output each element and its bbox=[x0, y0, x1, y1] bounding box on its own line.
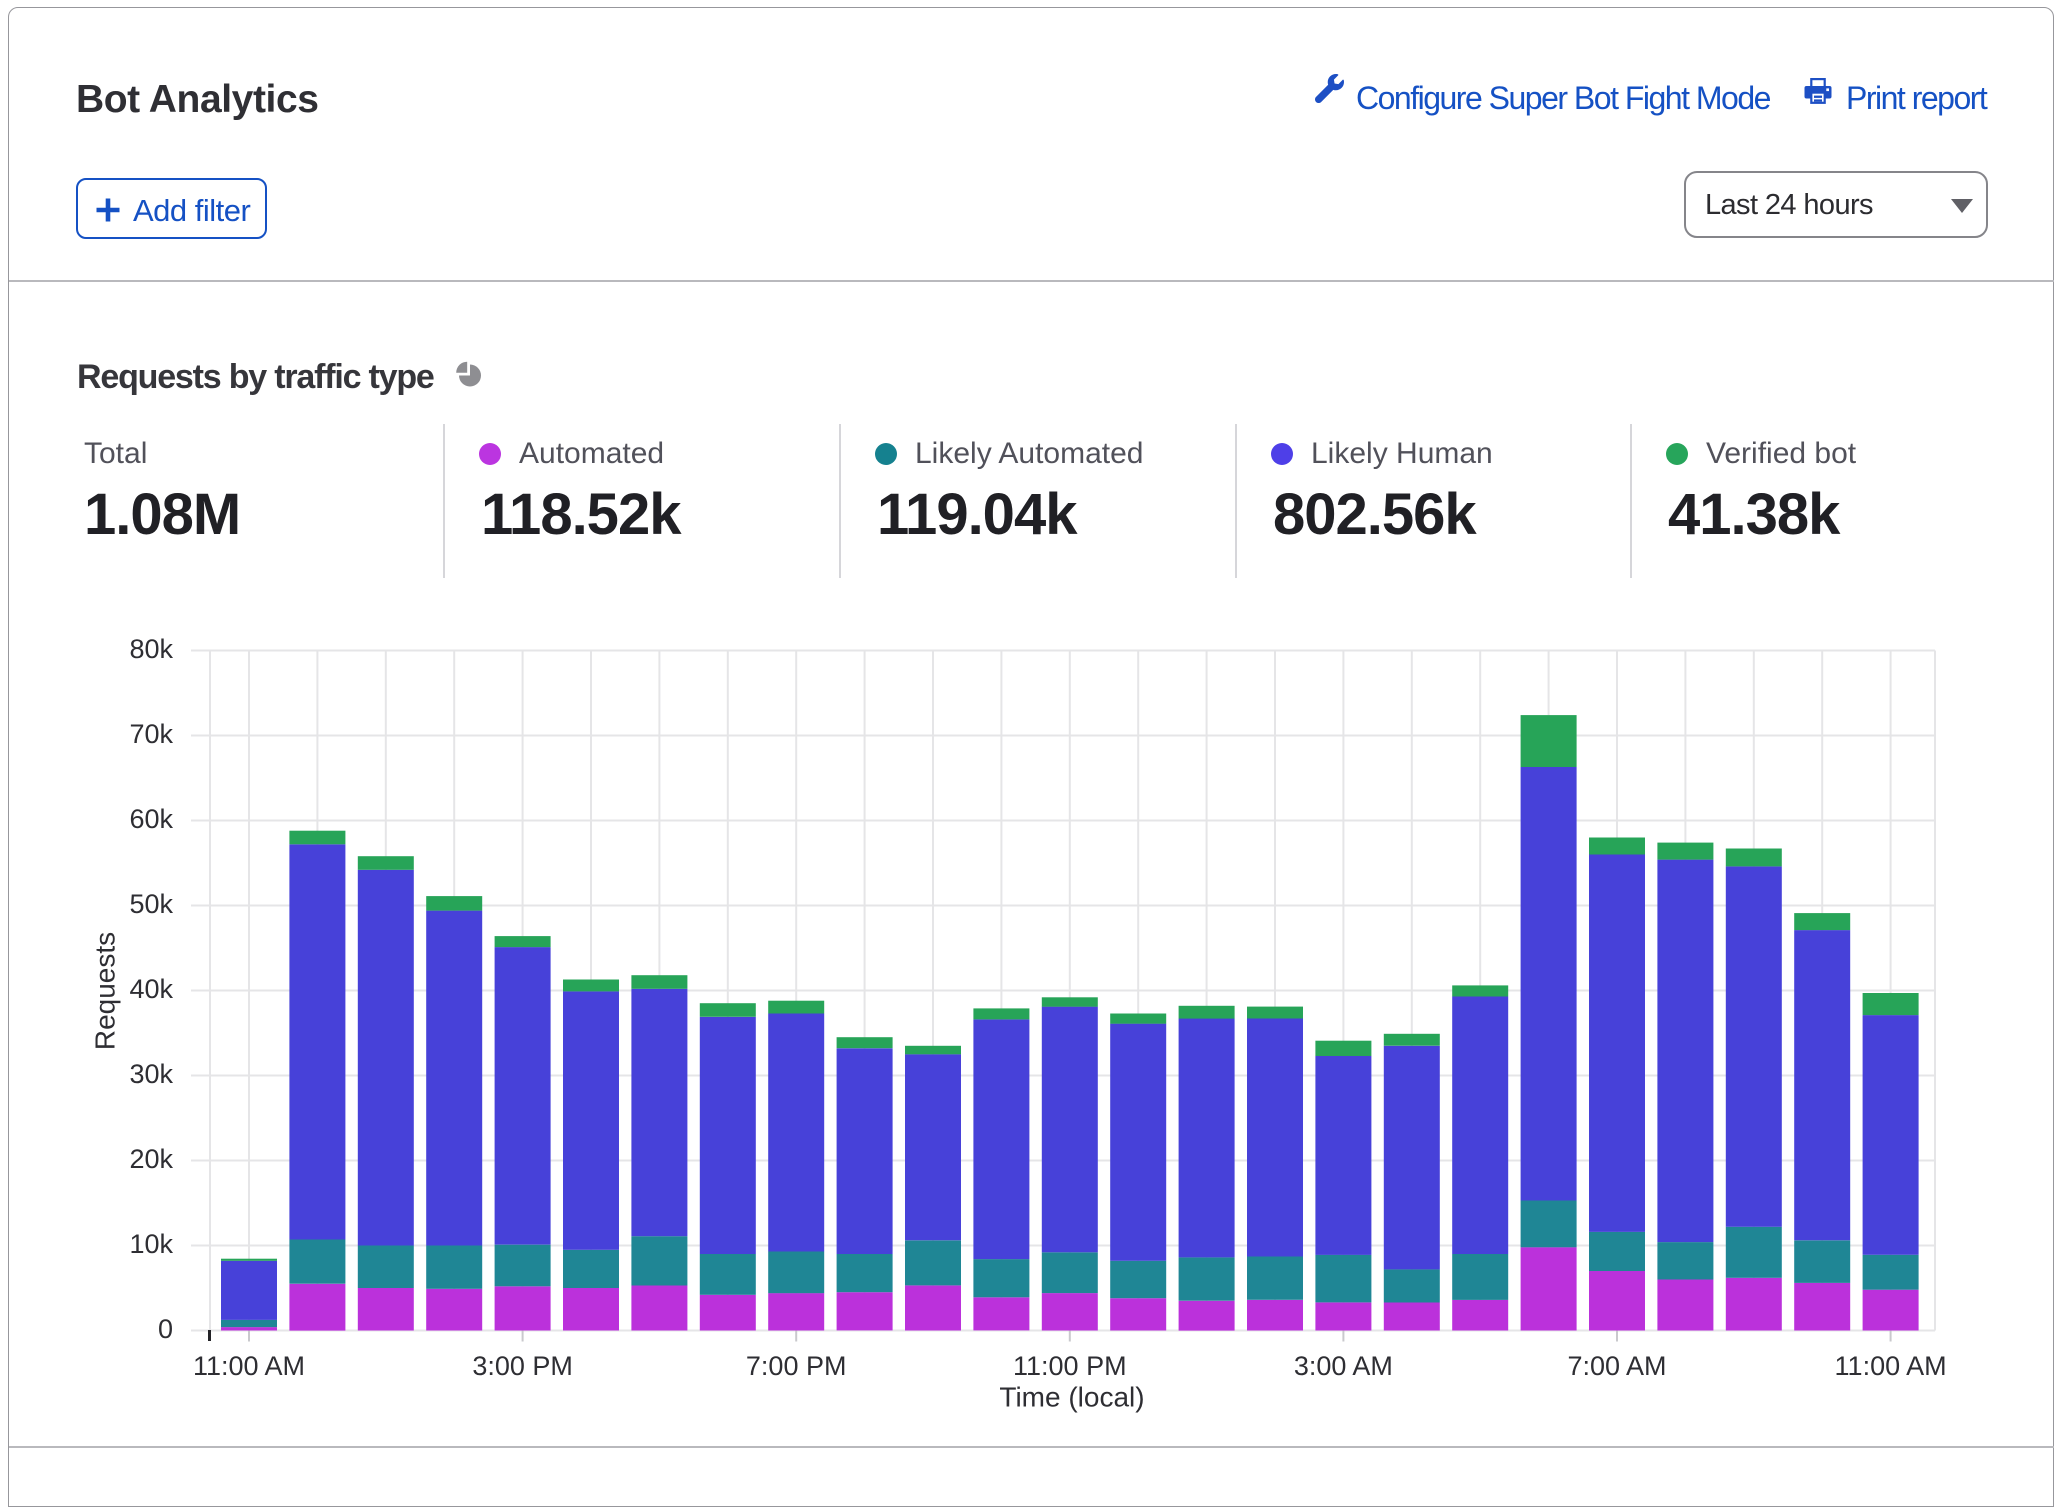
svg-text:7:00 PM: 7:00 PM bbox=[746, 1351, 847, 1381]
svg-text:50k: 50k bbox=[129, 889, 173, 919]
svg-text:11:00 AM: 11:00 AM bbox=[193, 1351, 305, 1381]
svg-text:60k: 60k bbox=[129, 804, 173, 834]
svg-text:Time (local): Time (local) bbox=[999, 1382, 1144, 1413]
svg-text:0: 0 bbox=[158, 1314, 173, 1344]
svg-text:20k: 20k bbox=[129, 1144, 173, 1174]
svg-text:70k: 70k bbox=[129, 719, 173, 749]
svg-text:7:00 AM: 7:00 AM bbox=[1567, 1351, 1666, 1381]
svg-text:11:00 AM: 11:00 AM bbox=[1835, 1351, 1947, 1381]
svg-text:11:00 PM: 11:00 PM bbox=[1013, 1351, 1127, 1381]
svg-text:40k: 40k bbox=[129, 974, 173, 1004]
svg-text:3:00 AM: 3:00 AM bbox=[1294, 1351, 1393, 1381]
svg-text:Requests: Requests bbox=[90, 932, 121, 1050]
svg-text:80k: 80k bbox=[129, 634, 173, 664]
svg-text:30k: 30k bbox=[129, 1059, 173, 1089]
svg-text:3:00 PM: 3:00 PM bbox=[472, 1351, 573, 1381]
svg-text:10k: 10k bbox=[129, 1229, 173, 1259]
